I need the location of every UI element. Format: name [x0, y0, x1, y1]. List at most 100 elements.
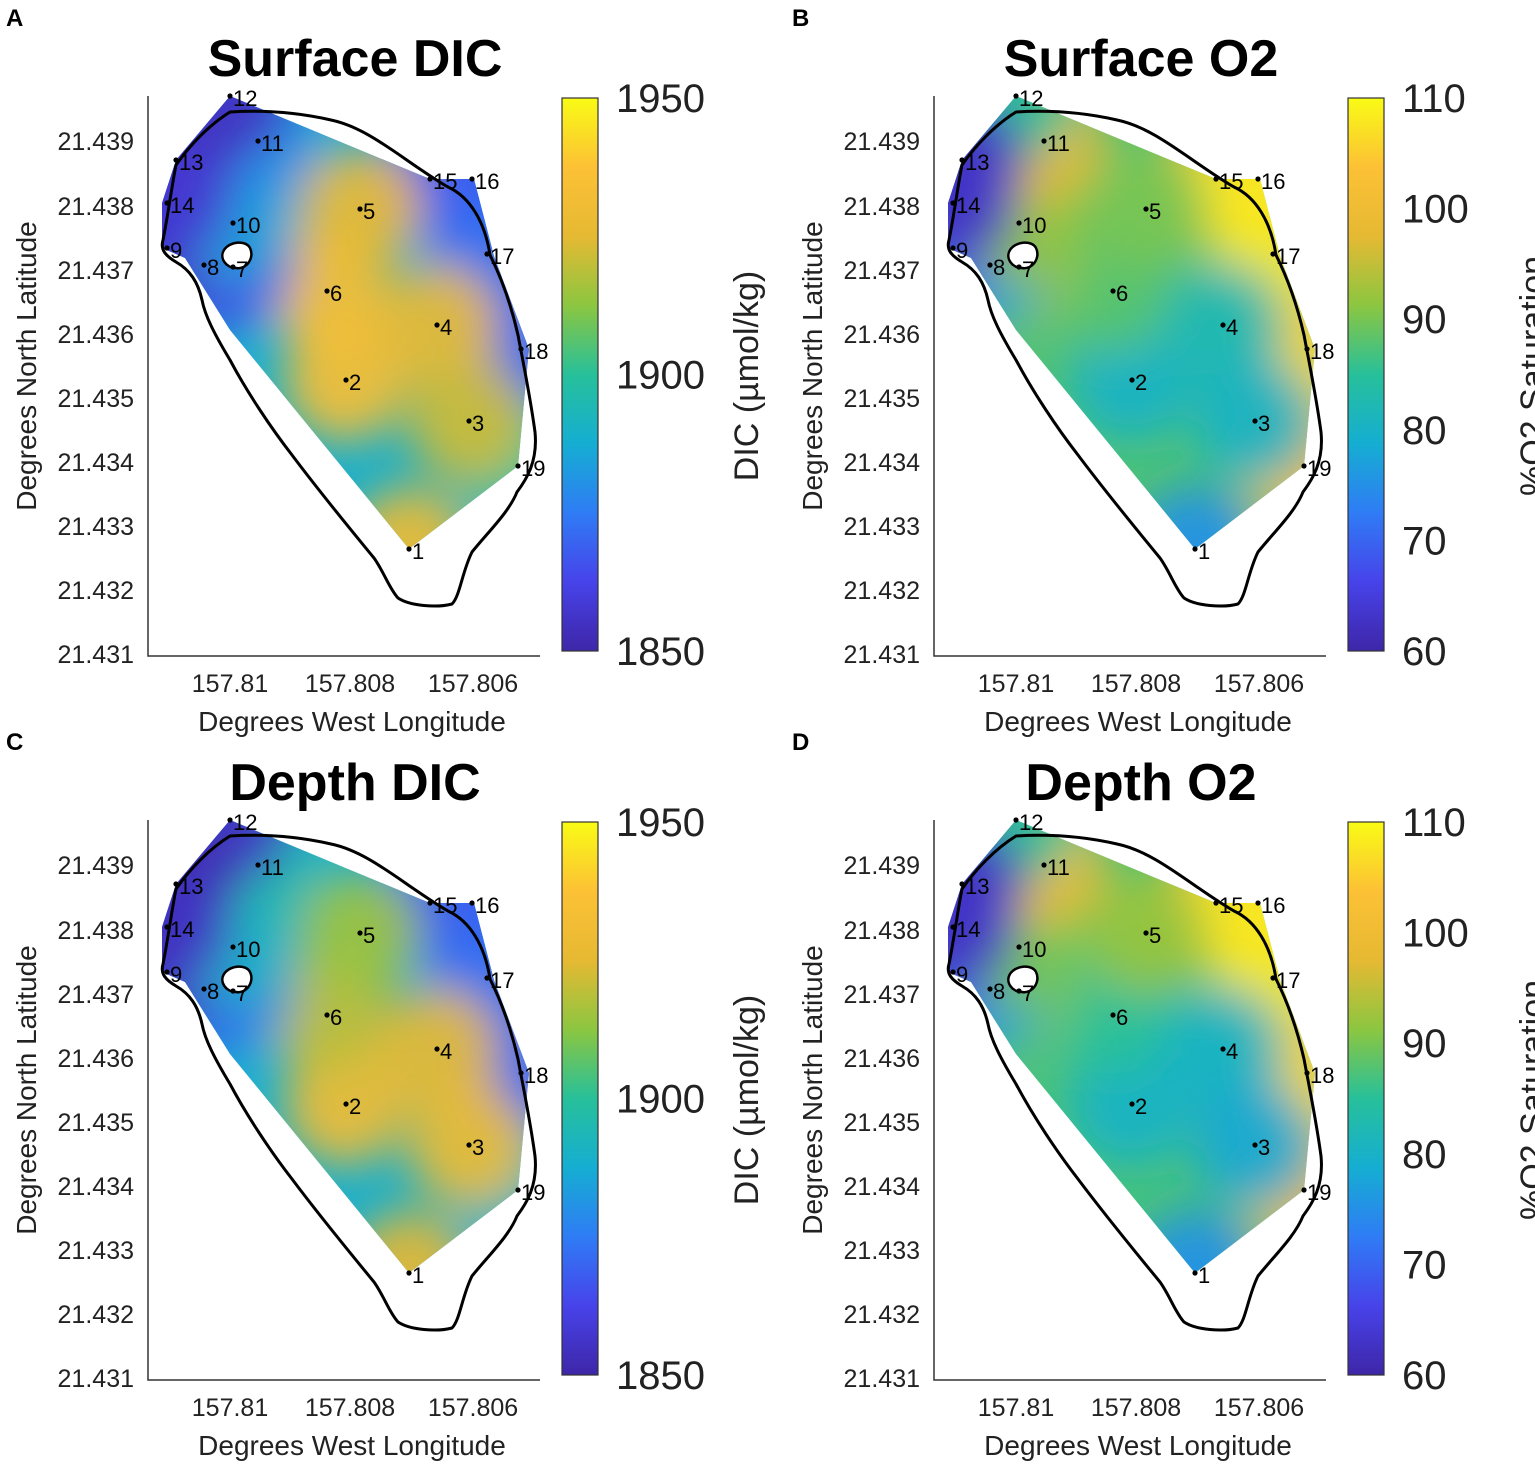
station-dot: [466, 1142, 472, 1148]
y-tick-label: 21.433: [58, 513, 134, 541]
station-label: 16: [1261, 893, 1285, 918]
station-label: 2: [349, 1094, 361, 1119]
station-label: 5: [363, 923, 375, 948]
x-axis-label: Degrees West Longitude: [198, 1430, 506, 1461]
station-dot: [1143, 930, 1149, 936]
x-tick-label: 157.806: [428, 670, 518, 698]
station-dot: [1213, 900, 1219, 906]
colorbar-tick-label: 80: [1402, 1133, 1447, 1177]
station-label: 15: [1219, 169, 1243, 194]
station-marker: 9: [950, 962, 968, 987]
station-dot: [173, 881, 179, 887]
station-dot: [1220, 1046, 1226, 1052]
x-axis-label: Degrees West Longitude: [984, 706, 1292, 737]
station-label: 18: [1310, 339, 1334, 364]
station-dot: [255, 862, 261, 868]
station-label: 13: [179, 874, 203, 899]
station-label: 5: [1149, 199, 1161, 224]
station-dot: [227, 817, 233, 823]
station-label: 11: [261, 131, 284, 156]
y-tick-label: 21.432: [844, 1301, 920, 1329]
station-dot: [1270, 251, 1276, 257]
y-tick-label: 21.437: [58, 981, 134, 1009]
station-dot: [1304, 346, 1310, 352]
station-label: 10: [236, 213, 260, 238]
station-dot: [230, 264, 236, 270]
x-tick-label: 157.81: [192, 1394, 268, 1422]
station-marker: 6: [1110, 281, 1128, 306]
station-dot: [1016, 944, 1022, 950]
station-label: 12: [233, 810, 257, 835]
station-marker: 14: [164, 917, 194, 942]
y-tick-label: 21.433: [844, 513, 920, 541]
station-marker: 19: [1301, 1180, 1331, 1205]
y-tick-label: 21.438: [844, 193, 920, 221]
station-dot: [1013, 817, 1019, 823]
station-dot: [255, 138, 261, 144]
station-marker: 17: [484, 244, 514, 269]
station-dot: [427, 176, 433, 182]
x-tick-label: 157.808: [1091, 1394, 1181, 1422]
station-label: 19: [1307, 456, 1331, 481]
colorbar-tick-label: 90: [1402, 298, 1447, 342]
station-marker: 9: [164, 962, 182, 987]
station-dot: [1301, 463, 1307, 469]
station-marker: 17: [1270, 244, 1300, 269]
y-tick-label: 21.437: [844, 981, 920, 1009]
y-axis-label: Degrees North Latitude: [797, 221, 828, 511]
colorbar-label: %O2 Saturation: [1514, 256, 1535, 496]
station-marker: 5: [357, 199, 375, 224]
station-label: 11: [1047, 131, 1070, 156]
colorbar-tick-label: 1850: [616, 1354, 705, 1398]
station-dot: [950, 924, 956, 930]
station-dot: [1013, 93, 1019, 99]
station-label: 9: [170, 238, 182, 263]
station-marker: 10: [230, 213, 260, 238]
station-label: 16: [1261, 169, 1285, 194]
y-tick-label: 21.439: [844, 128, 920, 156]
y-tick-label: 21.439: [58, 852, 134, 880]
station-label: 14: [956, 917, 980, 942]
station-marker: 4: [1220, 1039, 1238, 1064]
station-marker: 13: [173, 874, 203, 899]
station-marker: 9: [164, 238, 182, 263]
station-dot: [406, 546, 412, 552]
station-label: 6: [1116, 281, 1128, 306]
chart-title: Surface DIC: [208, 30, 503, 88]
station-label: 18: [524, 1063, 548, 1088]
y-tick-label: 21.432: [58, 577, 134, 605]
station-dot: [515, 1187, 521, 1193]
y-tick-label: 21.435: [58, 1109, 134, 1137]
station-label: 1: [412, 539, 424, 564]
station-dot: [1301, 1187, 1307, 1193]
colorbar-tick-label: 80: [1402, 409, 1447, 453]
x-tick-label: 157.808: [305, 1394, 395, 1422]
chart-title: Depth O2: [1025, 754, 1256, 812]
island-outline: [946, 833, 1323, 1332]
panel-b: B Surface O2 1 2 3 4 5 6 7 8 9 10 11 12 13 14 15 16 17 18 19…: [786, 0, 1535, 740]
station-label: 2: [1135, 370, 1147, 395]
y-tick-label: 21.438: [58, 193, 134, 221]
station-dot: [434, 322, 440, 328]
station-marker: 1: [406, 1263, 424, 1288]
station-marker: 13: [959, 150, 989, 175]
y-tick-label: 21.436: [844, 321, 920, 349]
station-label: 9: [170, 962, 182, 987]
y-tick-label: 21.432: [58, 1301, 134, 1329]
islet: [221, 965, 253, 994]
y-axis-label: Degrees North Latitude: [11, 945, 42, 1235]
station-marker: 18: [1304, 1063, 1334, 1088]
y-tick-label: 21.437: [58, 257, 134, 285]
station-marker: 6: [1110, 1005, 1128, 1030]
station-label: 18: [524, 339, 548, 364]
y-tick-label: 21.431: [844, 641, 920, 669]
station-dot: [950, 245, 956, 251]
y-tick-label: 21.436: [844, 1045, 920, 1073]
station-label: 8: [207, 255, 219, 280]
station-label: 7: [236, 981, 248, 1006]
station-dot: [230, 220, 236, 226]
station-dot: [1192, 546, 1198, 552]
station-marker: 6: [324, 281, 342, 306]
station-dot: [1016, 264, 1022, 270]
